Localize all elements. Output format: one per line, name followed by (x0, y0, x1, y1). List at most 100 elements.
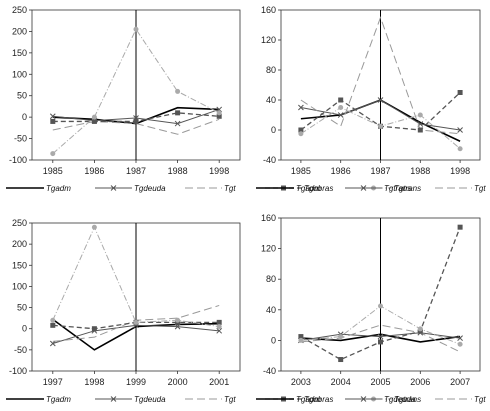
x-tick-label: 1999 (126, 377, 146, 387)
legend-label-Tgdeuda: Tgdeuda (384, 395, 416, 404)
series-line-Tgt (300, 16, 461, 135)
data-point-Tgdeuda (457, 146, 463, 152)
x-tick-label: 2000 (168, 377, 188, 387)
y-tick-label: 200 (12, 239, 27, 249)
x-tick-label: 1986 (331, 166, 351, 176)
x-tick-label: 1998 (450, 166, 470, 176)
data-point-Tgdeuda (49, 113, 56, 120)
data-point-Tgdeuda (174, 120, 181, 127)
x-tick-label: 1987 (126, 166, 146, 176)
x-tick-label: 2003 (291, 377, 311, 387)
y-tick-label: 120 (261, 35, 276, 45)
data-point-Tgobras (133, 118, 139, 124)
data-point-Tgobras (298, 127, 304, 133)
y-tick-label: 160 (261, 213, 276, 223)
y-tick-label: -40 (263, 366, 276, 376)
data-point-Tgdeuda (338, 105, 344, 110)
legend-label-Tgadm: Tgadm (296, 395, 321, 404)
x-tick-label: 1997 (43, 377, 63, 387)
data-point-Tgobras (298, 334, 304, 340)
data-point-Tgtrans (175, 88, 181, 94)
data-point-Tgtrans (91, 224, 97, 230)
y-tick-label: 250 (12, 218, 27, 228)
data-point-Tgtrans (50, 317, 56, 323)
data-point-Tgobras (338, 357, 344, 363)
chart-panel-3: -100 -50 0 50 100 150 200 250 1997 1998 1999 2000 20… (6, 218, 421, 404)
data-point-Tgdeuda (216, 327, 223, 334)
series-line-Tgtrans (52, 28, 220, 154)
legend-label-Tgt: Tgt (474, 184, 486, 193)
y-tick-label: -40 (263, 155, 276, 165)
x-tick-label: 2007 (450, 377, 470, 387)
y-tick-label: 120 (261, 244, 276, 254)
x-tick-label: 1985 (291, 166, 311, 176)
y-tick-label: 150 (12, 260, 27, 270)
y-tick-label: 80 (266, 65, 276, 75)
y-tick-label: 100 (12, 281, 27, 291)
data-point-Tgtrans (378, 303, 383, 309)
legend-label-Tgadm: Tgadm (46, 184, 71, 193)
data-point-Tgobras (216, 113, 222, 119)
data-point-Tgtrans (298, 104, 304, 111)
x-tick-label: 1988 (168, 166, 188, 176)
data-point-Tgdeuda (49, 340, 56, 347)
y-tick-label: -100 (9, 155, 27, 165)
data-point-Tgdeuda (417, 112, 423, 118)
data-point-Tgtrans (133, 319, 139, 325)
y-tick-label: -50 (14, 134, 27, 144)
x-tick-label: 1998 (84, 377, 104, 387)
legend-label-Tgtrans: Tgtrans (384, 184, 411, 193)
data-point-Tgtrans (50, 151, 56, 157)
y-tick-label: 150 (12, 48, 27, 58)
legend: TgadmTgtransTgtTgobrasTgdeuda (256, 184, 486, 193)
legend-label-Tgtrans: Tgtrans (394, 184, 421, 193)
data-point-Tgobras (50, 322, 56, 328)
data-point-Tgtrans (417, 326, 423, 332)
y-tick-label: 80 (266, 274, 276, 284)
legend-marker (360, 396, 367, 402)
data-point-Tgtrans (216, 324, 222, 330)
data-point-Tgdeuda (378, 123, 383, 129)
x-tick-label: 2001 (209, 377, 229, 387)
legend-label-Tgadm: Tgadm (46, 395, 71, 404)
y-tick-label: 0 (22, 324, 27, 334)
x-tick-label: 1985 (43, 166, 63, 176)
data-point-Tgtrans (216, 110, 222, 116)
data-point-Tgobras (91, 326, 97, 332)
x-tick-label: 2005 (370, 377, 390, 387)
y-tick-label: 250 (12, 5, 27, 15)
data-point-Tgobras (417, 127, 423, 133)
y-tick-label: 50 (17, 91, 27, 101)
legend-label-Tgobras: Tgobras (304, 395, 333, 404)
legend-label-Tgt: Tgt (474, 395, 486, 404)
legend-label-Tgt: Tgt (224, 395, 236, 404)
series-line-Tgt (300, 324, 461, 353)
series-line-Tgadm (52, 318, 220, 351)
data-point-Tgtrans (457, 341, 463, 347)
data-point-Tgtrans (338, 334, 344, 340)
y-tick-label: 160 (261, 5, 276, 15)
data-point-Tgobras (91, 118, 97, 124)
data-point-Tgtrans (91, 114, 97, 120)
x-tick-label: 1988 (410, 166, 430, 176)
legend-label-Tgtrans: Tgtrans (394, 395, 421, 404)
data-point-Tgdeuda (298, 131, 304, 137)
data-point-Tgtrans (175, 317, 181, 323)
data-point-Tgobras (50, 118, 56, 124)
data-point-Tgtrans (457, 127, 463, 133)
x-tick-label: 1987 (370, 166, 390, 176)
y-tick-label: 100 (12, 69, 27, 79)
data-point-Tgdeuda (174, 323, 181, 330)
legend-label-Tgdeuda: Tgdeuda (134, 395, 166, 404)
x-tick-label: 1998 (209, 166, 229, 176)
legend-marker (110, 396, 117, 402)
legend-marker (110, 185, 117, 191)
y-tick-label: -50 (14, 345, 27, 355)
data-point-Tgdeuda (457, 335, 463, 341)
y-tick-label: 40 (266, 305, 276, 315)
legend-label-Tgdeuda: Tgdeuda (134, 184, 166, 193)
series-line-Tgtrans (52, 225, 220, 328)
data-point-Tgtrans (298, 337, 304, 343)
